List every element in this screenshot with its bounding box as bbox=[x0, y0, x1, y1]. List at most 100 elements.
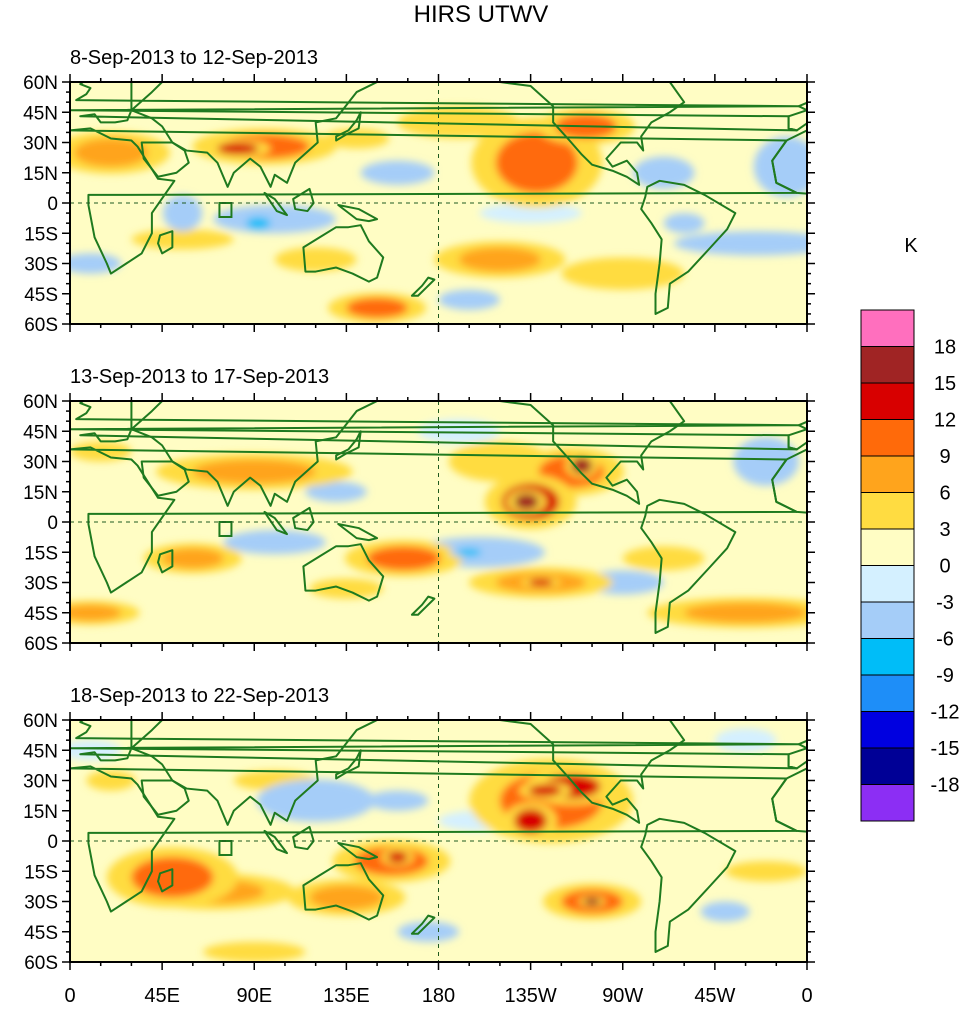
coastline-japan bbox=[335, 749, 362, 780]
map-panel: 60N 45N 30N 15N 0 15S 30S 45S 60S 13-Sep-2013 to … bbox=[23, 366, 815, 655]
coastline-madagascar bbox=[157, 549, 174, 574]
coastline-africa bbox=[70, 446, 798, 594]
anomaly-blob bbox=[309, 885, 384, 910]
coastline-newguinea bbox=[337, 523, 379, 542]
y-tick-label: 15S bbox=[24, 543, 58, 564]
y-tick-label: 15S bbox=[24, 224, 58, 245]
y-tick-label: 0 bbox=[47, 194, 58, 215]
map-panel: 60N 45N 30N 15N 0 15S 30S 45S 60S 8-Sep-2013 to 1… bbox=[23, 47, 815, 336]
x-tick-label: 45E bbox=[144, 985, 180, 1007]
coastline-namerica bbox=[468, 401, 686, 505]
coastline-madagascar bbox=[157, 868, 174, 893]
colorbar-swatch bbox=[860, 784, 915, 822]
anomaly-blob bbox=[366, 546, 441, 571]
coastline-greenland bbox=[693, 720, 728, 721]
x-tick-label: 135W bbox=[505, 985, 557, 1007]
coastline-samerica bbox=[640, 498, 737, 634]
y-tick-label: 30S bbox=[24, 574, 58, 595]
colorbar-swatch bbox=[860, 492, 915, 530]
anomaly-blob bbox=[86, 770, 136, 791]
anomaly-blob bbox=[745, 445, 787, 478]
coastline-asia bbox=[130, 720, 380, 826]
anomaly-blob bbox=[192, 459, 316, 484]
anomaly-blob bbox=[528, 784, 562, 797]
y-tick-label: 30S bbox=[24, 255, 58, 276]
colorbar-label: 18 bbox=[934, 337, 956, 359]
panel-label: 18-Sep-2013 to 22-Sep-2013 bbox=[70, 685, 329, 707]
colorbar-label: 15 bbox=[934, 373, 956, 395]
map-panel: 60N 45N 30N 15N 0 15S 30S 45S 60S 18-Sep-2013 to … bbox=[23, 685, 815, 974]
x-tick-label: 180 bbox=[422, 985, 455, 1007]
y-tick-label: 15S bbox=[24, 862, 58, 883]
x-tick-label: 0 bbox=[801, 985, 812, 1007]
coastline-australia bbox=[302, 224, 385, 283]
y-tick-label: 30N bbox=[23, 453, 58, 474]
anomaly-blob bbox=[223, 530, 326, 555]
anomaly-blob bbox=[278, 786, 353, 815]
colorbar-label: -9 bbox=[936, 665, 954, 687]
coastline-sumatra bbox=[263, 829, 289, 855]
anomaly-blob bbox=[561, 257, 685, 290]
anomaly-blob bbox=[583, 897, 601, 906]
anomaly-blob bbox=[131, 229, 234, 250]
y-tick-label: 15N bbox=[23, 483, 58, 504]
y-tick-label: 60N bbox=[23, 73, 58, 94]
panel-label: 8-Sep-2013 to 12-Sep-2013 bbox=[70, 47, 318, 69]
x-tick-label: 45W bbox=[694, 985, 735, 1007]
anomaly-blob bbox=[495, 132, 578, 193]
x-tick-label: 0 bbox=[64, 985, 75, 1007]
colorbar-label: -15 bbox=[931, 738, 960, 760]
anomaly-blob bbox=[438, 289, 500, 310]
anomaly-blob bbox=[360, 160, 435, 185]
anomaly-blob bbox=[514, 493, 539, 510]
colorbar-swatch bbox=[860, 638, 915, 676]
y-tick-label: 45S bbox=[24, 923, 58, 944]
anomaly-blob bbox=[70, 604, 122, 621]
chart-title: HIRS UTWV bbox=[414, 1, 549, 28]
anomaly-blob bbox=[162, 548, 224, 569]
coastline-arabia bbox=[140, 779, 190, 816]
coastline-australia bbox=[302, 543, 385, 602]
anomaly-blob bbox=[704, 235, 807, 252]
coastline-asia bbox=[130, 82, 380, 188]
y-tick-label: 0 bbox=[47, 513, 58, 534]
coastlines bbox=[70, 82, 807, 315]
anomaly-blob bbox=[309, 578, 384, 599]
coastline-europe-wrap bbox=[787, 101, 807, 132]
y-tick-label: 60N bbox=[23, 711, 58, 732]
ticks bbox=[62, 712, 815, 970]
y-tick-label: 30S bbox=[24, 893, 58, 914]
coastline-europe-wrap bbox=[787, 420, 807, 451]
coastlines bbox=[70, 720, 807, 953]
coastline-europe bbox=[70, 82, 800, 132]
anomaly-blob bbox=[700, 901, 750, 922]
anomaly-blob bbox=[305, 481, 367, 502]
coastline-nz bbox=[410, 595, 436, 616]
colorbar-label: 3 bbox=[939, 519, 950, 541]
coastline-borneo bbox=[292, 506, 315, 532]
anomaly-blob bbox=[74, 138, 148, 167]
anomaly-blob bbox=[456, 548, 482, 557]
coastline-australia bbox=[302, 862, 385, 921]
panels: 60N 45N 30N 15N 0 15S 30S 45S 60S 8-Sep-2013 to 1… bbox=[23, 47, 815, 1007]
units-label: K bbox=[904, 235, 918, 257]
anomaly-blob bbox=[170, 200, 195, 226]
coastline-africa bbox=[70, 127, 798, 275]
coastline-asia bbox=[130, 401, 380, 507]
anomaly-blob bbox=[766, 146, 807, 187]
anomaly-blob bbox=[479, 203, 582, 224]
coastline-europe bbox=[70, 401, 800, 451]
colorbar-label: -12 bbox=[931, 702, 960, 724]
y-tick-label: 60S bbox=[24, 315, 58, 336]
coastline-madagascar bbox=[157, 230, 174, 255]
anomaly-blob bbox=[632, 156, 695, 189]
y-tick-label: 45N bbox=[23, 422, 58, 443]
anomaly-blob bbox=[366, 790, 429, 811]
colorbar-swatch bbox=[860, 455, 915, 493]
coastline-greenland bbox=[693, 401, 728, 402]
colorbar-swatch bbox=[860, 419, 915, 457]
anomaly-blob bbox=[514, 808, 548, 833]
y-tick-label: 15N bbox=[23, 802, 58, 823]
colorbar-label: -6 bbox=[936, 629, 954, 651]
